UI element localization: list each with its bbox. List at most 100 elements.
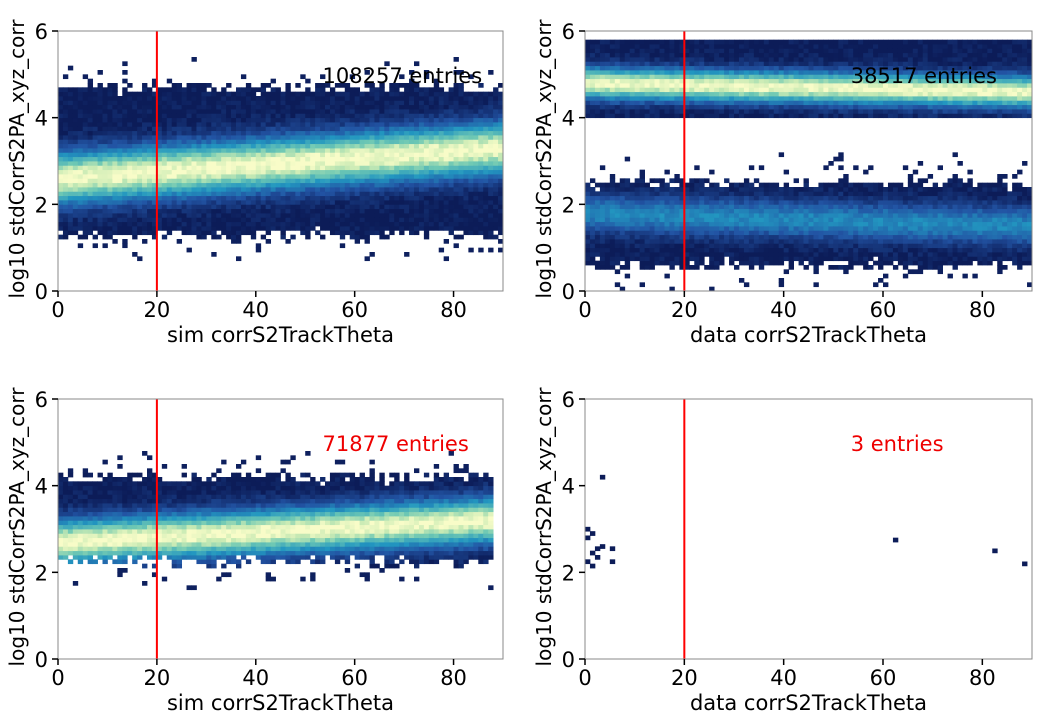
heatmap-cell bbox=[97, 178, 103, 184]
heatmap-cell bbox=[599, 217, 606, 223]
heatmap-cell bbox=[763, 57, 770, 62]
heatmap-cell bbox=[1022, 113, 1028, 119]
heatmap-cell bbox=[1007, 78, 1013, 84]
heatmap-cell bbox=[236, 187, 242, 192]
heatmap-cell bbox=[423, 143, 430, 149]
heatmap-cell bbox=[191, 187, 197, 192]
heatmap-cell bbox=[818, 44, 824, 49]
heatmap-cell bbox=[753, 70, 760, 75]
heatmap-cell bbox=[320, 74, 326, 80]
heatmap-cell bbox=[488, 178, 494, 184]
heatmap-cell bbox=[137, 104, 143, 110]
heatmap-cell bbox=[320, 148, 326, 153]
heatmap-cell bbox=[629, 252, 636, 257]
heatmap-cell bbox=[226, 113, 232, 119]
heatmap-cell bbox=[151, 100, 158, 106]
heatmap-cell bbox=[320, 174, 326, 179]
heatmap-cell bbox=[404, 169, 410, 175]
heatmap-cell bbox=[300, 195, 306, 201]
heatmap-cell bbox=[624, 109, 631, 114]
heatmap-cell bbox=[858, 70, 864, 75]
heatmap-cell bbox=[624, 200, 631, 205]
heatmap-cell bbox=[310, 178, 316, 184]
heatmap-cell bbox=[418, 135, 425, 140]
heatmap-cell bbox=[709, 109, 715, 114]
heatmap-cell bbox=[619, 230, 626, 236]
heatmap-cell bbox=[127, 161, 133, 166]
heatmap-cell bbox=[364, 221, 370, 227]
heatmap-cell bbox=[409, 83, 415, 88]
heatmap-cell bbox=[142, 143, 148, 149]
heatmap-cell bbox=[196, 156, 202, 162]
heatmap-cell bbox=[694, 57, 700, 62]
heatmap-cell bbox=[117, 182, 123, 188]
heatmap-cell bbox=[589, 217, 596, 223]
heatmap-cell bbox=[594, 83, 601, 88]
heatmap-cell bbox=[260, 182, 267, 188]
heatmap-cell bbox=[585, 239, 591, 244]
heatmap-cell bbox=[788, 57, 794, 62]
heatmap-cell bbox=[917, 52, 924, 58]
heatmap-cell bbox=[260, 178, 267, 184]
heatmap-cell bbox=[463, 221, 469, 227]
heatmap-cell bbox=[418, 126, 425, 132]
heatmap-cell bbox=[87, 130, 94, 136]
heatmap-cell bbox=[753, 39, 760, 45]
heatmap-cell bbox=[300, 96, 306, 101]
heatmap-cell bbox=[339, 143, 346, 149]
heatmap-cell bbox=[240, 208, 247, 214]
heatmap-cell bbox=[87, 139, 94, 145]
heatmap-cell bbox=[176, 130, 183, 136]
heatmap-cell bbox=[77, 152, 84, 158]
heatmap-cell bbox=[369, 200, 375, 205]
heatmap-cell bbox=[305, 178, 311, 184]
heatmap-cell bbox=[468, 148, 474, 153]
heatmap-cell bbox=[1007, 109, 1013, 114]
heatmap-cell bbox=[112, 139, 118, 145]
heatmap-cell bbox=[310, 169, 316, 175]
heatmap-cell bbox=[379, 139, 385, 145]
heatmap-cell bbox=[1027, 52, 1033, 58]
heatmap-cell bbox=[245, 169, 252, 175]
heatmap-cell bbox=[423, 130, 430, 136]
heatmap-cell bbox=[226, 204, 232, 210]
heatmap-cell bbox=[107, 113, 113, 119]
heatmap-cell bbox=[206, 104, 212, 110]
heatmap-cell bbox=[325, 91, 331, 97]
heatmap-cell bbox=[619, 39, 626, 45]
heatmap-cell bbox=[250, 182, 257, 188]
heatmap-cell bbox=[151, 122, 158, 127]
heatmap-cell bbox=[443, 109, 450, 114]
heatmap-cell bbox=[320, 130, 326, 136]
heatmap-cell bbox=[897, 78, 904, 84]
heatmap-cell bbox=[280, 187, 286, 192]
heatmap-cell bbox=[147, 87, 153, 93]
heatmap-cell bbox=[58, 130, 64, 136]
heatmap-cell bbox=[433, 104, 440, 110]
heatmap-cell bbox=[354, 130, 361, 136]
heatmap-cell bbox=[604, 104, 611, 110]
heatmap-cell bbox=[414, 195, 420, 201]
heatmap-cell bbox=[619, 48, 626, 54]
heatmap-cell bbox=[768, 83, 775, 88]
heatmap-cell bbox=[609, 230, 616, 236]
heatmap-cell bbox=[191, 165, 197, 171]
heatmap-cell bbox=[1027, 87, 1033, 93]
heatmap-cell bbox=[295, 113, 301, 119]
heatmap-cell bbox=[599, 230, 606, 236]
heatmap-cell bbox=[216, 113, 222, 119]
heatmap-cell bbox=[181, 148, 187, 153]
heatmap-cell bbox=[102, 139, 108, 145]
heatmap-cell bbox=[329, 217, 336, 223]
heatmap-cell bbox=[768, 91, 775, 97]
heatmap-cell bbox=[191, 91, 197, 97]
heatmap-cell bbox=[453, 113, 459, 119]
heatmap-cell bbox=[438, 117, 445, 123]
heatmap-cell bbox=[473, 200, 479, 205]
heatmap-cell bbox=[917, 104, 924, 110]
heatmap-cell bbox=[77, 243, 84, 249]
heatmap-cell bbox=[216, 117, 222, 123]
heatmap-cell bbox=[369, 126, 375, 132]
heatmap-cell bbox=[127, 156, 133, 162]
heatmap-cell bbox=[438, 213, 445, 218]
